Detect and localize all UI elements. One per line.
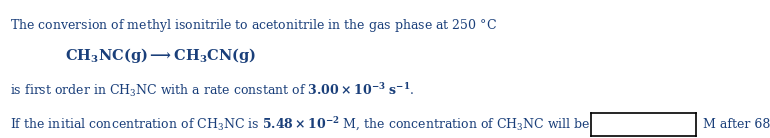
Text: The conversion of methyl isonitrile to acetonitrile in the gas phase at 250 $\ma: The conversion of methyl isonitrile to a… [10, 17, 497, 34]
Text: is first order in $\mathregular{CH_3NC}$ with a rate constant of $\mathbf{3.00\t: is first order in $\mathregular{CH_3NC}$… [10, 81, 414, 99]
Text: $\mathbf{CH_3NC(g) \longrightarrow CH_3CN(g)}$: $\mathbf{CH_3NC(g) \longrightarrow CH_3C… [65, 46, 257, 65]
Text: M after 682 s have passed.: M after 682 s have passed. [698, 118, 770, 131]
Text: If the initial concentration of $\mathregular{CH_3NC}$ is $\mathbf{5.48\times10^: If the initial concentration of $\mathre… [10, 116, 591, 133]
